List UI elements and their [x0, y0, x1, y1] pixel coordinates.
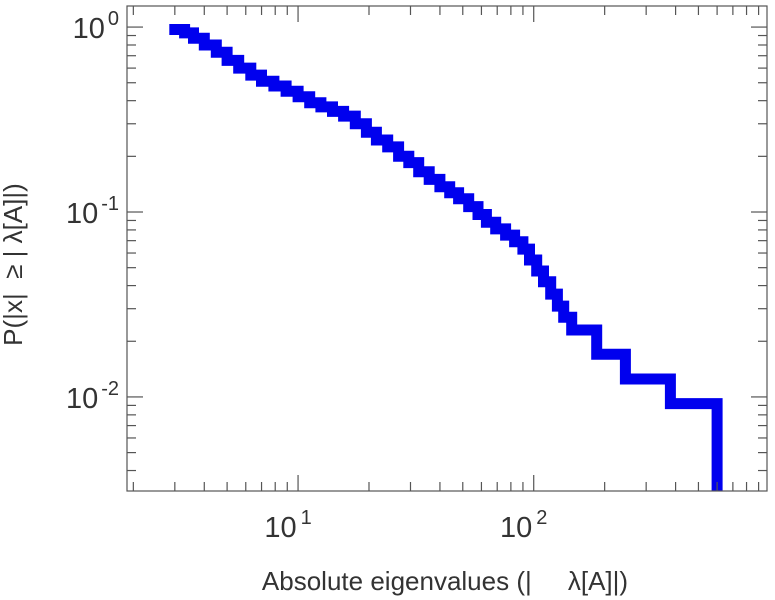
data-point [285, 90, 287, 92]
data-point [408, 162, 410, 164]
data-marks [169, 24, 723, 491]
data-point [184, 32, 186, 34]
data-point [536, 270, 538, 272]
axis-ticks: 10 1 10 2 10 0 10 -1 10 -2 [66, 6, 767, 544]
data-point [449, 192, 451, 194]
data-point [215, 51, 217, 53]
data-point [550, 293, 552, 295]
data-point [669, 403, 671, 405]
data-point [354, 123, 356, 125]
data-point [343, 115, 345, 117]
data-point [439, 186, 441, 188]
data-point [273, 85, 275, 87]
data-point [571, 329, 573, 331]
data-point [563, 316, 565, 318]
data-point [716, 460, 718, 462]
data-point [387, 146, 389, 148]
data-point [261, 80, 262, 82]
x-tick-label: 10 1 [264, 507, 311, 544]
data-point [320, 106, 322, 108]
x-axis-label: Absolute eigenvalues (| λ[A]|) [262, 566, 628, 596]
data-point [556, 305, 558, 307]
series-line-0 [169, 24, 723, 491]
y-axis-label: P(|x| ≥ | λ[A]|) [0, 183, 28, 346]
data-point [297, 96, 299, 98]
data-point [226, 59, 228, 61]
data-point [458, 198, 460, 200]
y-tick-label: 10 0 [73, 8, 119, 45]
data-point [428, 178, 430, 180]
data-point [238, 67, 240, 69]
y-tick-label: 10 -1 [66, 193, 119, 230]
data-point [418, 171, 420, 173]
data-point [543, 281, 544, 283]
data-point [514, 241, 516, 243]
data-point [485, 221, 487, 223]
data-point [624, 378, 626, 380]
data-point [375, 139, 377, 141]
data-point [309, 102, 311, 104]
data-point [332, 110, 333, 112]
data-point [529, 259, 530, 261]
data-point [365, 131, 367, 133]
data-point [522, 248, 524, 250]
data-point [495, 228, 497, 230]
data-point [468, 206, 470, 208]
data-point [505, 234, 507, 236]
data-point [174, 29, 176, 30]
data-point [203, 44, 205, 46]
x-tick-label: 10 2 [500, 507, 547, 544]
plot-frame [126, 5, 768, 492]
y-tick-label: 10 -2 [66, 378, 119, 415]
data-point [596, 353, 598, 355]
data-point [250, 74, 252, 76]
data-point [398, 155, 400, 157]
data-point [477, 214, 479, 215]
data-point [193, 37, 194, 39]
